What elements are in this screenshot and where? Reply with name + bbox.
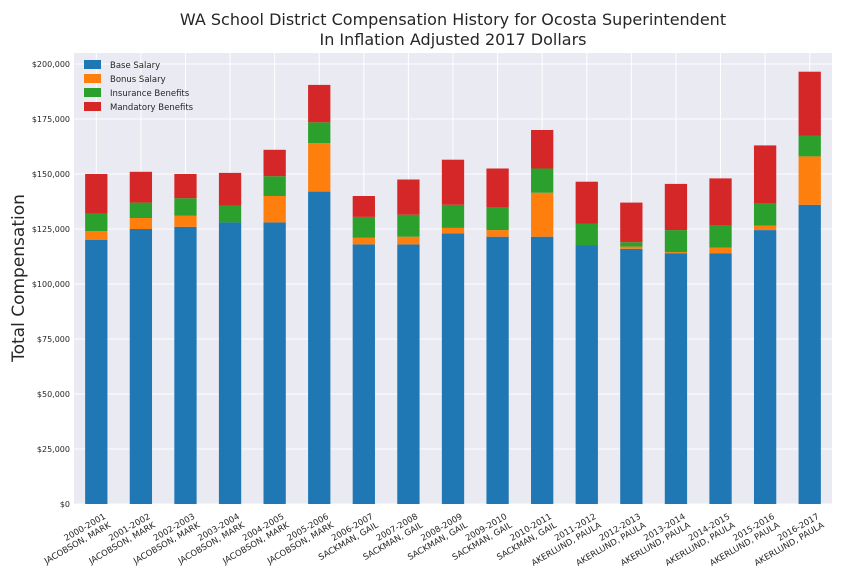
bar-base-salary	[709, 253, 732, 504]
bar-bonus-salary	[753, 225, 777, 231]
bar-bonus-salary	[620, 246, 643, 249]
bar-bonus-salary	[263, 196, 286, 223]
y-tick-label: $125,000	[32, 225, 70, 234]
bar-base-salary	[308, 191, 331, 504]
bar-base-salary	[620, 248, 643, 504]
bar-mandatory-benefits	[263, 149, 286, 177]
legend-label: Mandatory Benefits	[110, 103, 194, 113]
bar-base-salary	[798, 204, 821, 505]
bar-mandatory-benefits	[575, 181, 598, 224]
bar-insurance-benefits	[397, 214, 420, 237]
y-tick-label: $100,000	[32, 280, 70, 289]
bar-bonus-salary	[441, 227, 465, 234]
bar-base-salary	[174, 226, 197, 505]
bars	[85, 71, 821, 505]
y-tick-label: $75,000	[37, 335, 70, 344]
bar-mandatory-benefits	[531, 130, 554, 169]
bar-bonus-salary	[85, 231, 108, 240]
bar-insurance-benefits	[218, 205, 242, 223]
chart-title-line1: WA School District Compensation History …	[180, 10, 726, 29]
chart-title-line2: In Inflation Adjusted 2017 Dollars	[319, 30, 586, 49]
bar-base-salary	[218, 222, 242, 504]
bar-insurance-benefits	[441, 204, 465, 228]
bar-bonus-salary	[664, 252, 688, 254]
legend-swatch	[84, 60, 101, 69]
bar-bonus-salary	[397, 236, 420, 245]
bar-insurance-benefits	[263, 176, 286, 196]
y-tick-label: $150,000	[32, 170, 70, 179]
bar-insurance-benefits	[486, 207, 509, 231]
bar-mandatory-benefits	[308, 84, 331, 123]
bar-bonus-salary	[798, 156, 821, 205]
bar-insurance-benefits	[174, 198, 197, 216]
bar-bonus-salary	[129, 218, 153, 229]
bar-insurance-benefits	[531, 168, 554, 193]
bar-mandatory-benefits	[129, 171, 153, 203]
bar-insurance-benefits	[85, 213, 108, 232]
y-axis-ticks: $0 $25,000 $50,000 $75,000 $100,000 $125,000 $…	[32, 60, 70, 509]
legend: Base Salary Bonus Salary Insurance Benefit…	[84, 60, 194, 113]
bar-base-salary	[575, 245, 598, 504]
bar-mandatory-benefits	[798, 71, 821, 136]
bar-base-salary	[753, 230, 777, 504]
legend-label: Insurance Benefits	[110, 89, 190, 99]
bar-bonus-salary	[352, 237, 375, 245]
bar-base-salary	[664, 253, 688, 504]
y-tick-label: $25,000	[37, 445, 70, 454]
bar-mandatory-benefits	[85, 174, 108, 214]
bar-base-salary	[531, 236, 554, 504]
legend-swatch	[84, 102, 101, 111]
bar-base-salary	[397, 244, 420, 504]
bar-mandatory-benefits	[753, 145, 777, 204]
y-tick-label: $50,000	[37, 390, 70, 399]
bar-mandatory-benefits	[486, 168, 509, 207]
bar-bonus-salary	[308, 143, 331, 192]
bar-insurance-benefits	[798, 135, 821, 157]
legend-swatch	[84, 88, 101, 97]
bar-insurance-benefits	[664, 230, 688, 253]
bar-mandatory-benefits	[664, 183, 688, 231]
bar-insurance-benefits	[575, 223, 598, 246]
bar-base-salary	[129, 229, 153, 504]
bar-mandatory-benefits	[352, 196, 375, 217]
bar-bonus-salary	[531, 192, 554, 237]
bar-insurance-benefits	[308, 122, 331, 144]
legend-label: Bonus Salary	[110, 75, 166, 85]
bar-bonus-salary	[486, 230, 509, 237]
bar-insurance-benefits	[352, 216, 375, 238]
y-tick-label: $0	[60, 500, 70, 509]
bar-bonus-salary	[174, 215, 197, 227]
bar-insurance-benefits	[129, 202, 153, 218]
bar-mandatory-benefits	[174, 174, 197, 199]
bar-mandatory-benefits	[441, 159, 465, 205]
bar-mandatory-benefits	[620, 202, 643, 243]
x-axis-ticks: 2000-2001JACOBSON, MARK2001-2002JACOBSON…	[42, 512, 826, 569]
bar-base-salary	[263, 222, 286, 504]
legend-swatch	[84, 74, 101, 83]
bar-mandatory-benefits	[218, 172, 242, 206]
bar-mandatory-benefits	[397, 179, 420, 215]
bar-insurance-benefits	[620, 242, 643, 247]
legend-label: Base Salary	[110, 61, 160, 71]
y-tick-label: $200,000	[32, 60, 70, 69]
y-tick-label: $175,000	[32, 115, 70, 124]
bar-base-salary	[352, 244, 375, 504]
bar-bonus-salary	[709, 247, 732, 254]
bar-mandatory-benefits	[709, 178, 732, 226]
bar-base-salary	[441, 233, 465, 504]
bar-base-salary	[85, 240, 108, 504]
bar-insurance-benefits	[753, 203, 777, 226]
bar-insurance-benefits	[709, 225, 732, 248]
bar-base-salary	[486, 236, 509, 504]
y-axis-label: Total Compensation	[9, 194, 29, 363]
